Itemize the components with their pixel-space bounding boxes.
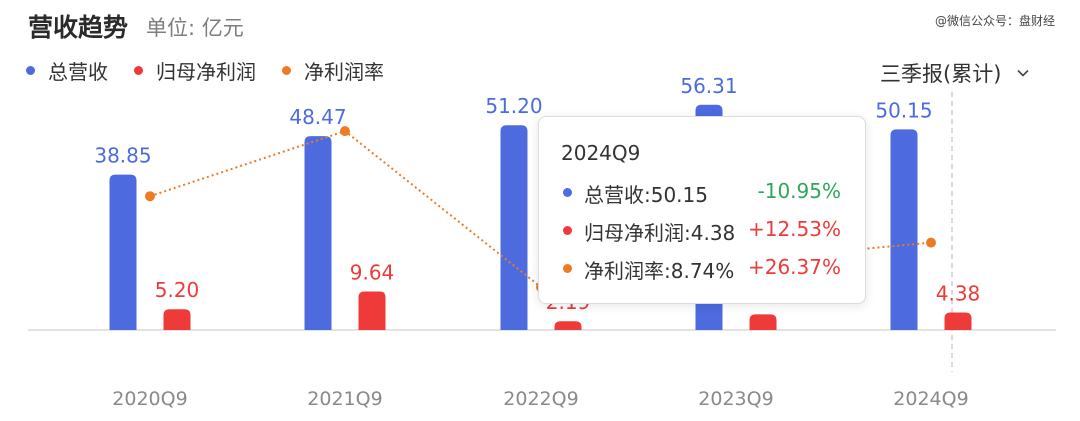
legend-label-margin: 净利润率	[304, 60, 384, 84]
tooltip-row-margin: 净利润率:8.74% +26.37%	[561, 255, 861, 283]
label-net-profit-2021Q9: 9.64	[350, 260, 395, 284]
tooltip-row-net-profit: 归母净利润:4.38 +12.53%	[561, 217, 861, 245]
bar-net-profit-2022Q9	[554, 321, 582, 330]
tooltip-label-revenue: 总营收:50.15	[584, 183, 708, 207]
label-revenue-2021Q9: 48.47	[289, 105, 346, 129]
x-tick-2021Q9: 2021Q9	[307, 388, 382, 410]
bar-net-profit-2021Q9	[358, 291, 386, 330]
x-tick-2020Q9: 2020Q9	[112, 388, 187, 410]
tooltip-change-net-profit: +12.53%	[747, 217, 841, 241]
legend-label-revenue: 总营收	[48, 60, 108, 84]
period-dropdown-label: 三季报(累计)	[880, 62, 1002, 86]
tooltip: 2024Q9 总营收:50.15 -10.95% 归母净利润:4.38 +12.…	[538, 116, 866, 304]
tooltip-title: 2024Q9	[561, 141, 641, 165]
legend-item-revenue[interactable]: 总营收	[26, 56, 108, 85]
tooltip-label-net-profit: 归母净利润:4.38	[584, 221, 736, 245]
point-margin-2021Q9	[340, 126, 350, 137]
bar-net-profit-2020Q9	[163, 309, 191, 330]
label-net-profit-2020Q9: 5.20	[155, 278, 200, 302]
watermark: @微信公众号：盘财经	[935, 14, 1056, 28]
chart-title: 营收趋势	[28, 13, 129, 42]
x-tick-2024Q9: 2024Q9	[893, 388, 968, 410]
point-margin-2024Q9	[926, 237, 936, 248]
label-revenue-2020Q9: 38.85	[94, 144, 151, 168]
legend: 总营收 归母净利润 净利润率	[26, 56, 410, 85]
tooltip-label-margin: 净利润率:8.74%	[584, 259, 735, 283]
chevron-down-icon	[1017, 69, 1029, 77]
bar-net-profit-2024Q9	[944, 312, 972, 330]
x-tick-2022Q9: 2022Q9	[503, 388, 578, 410]
bar-revenue-2021Q9	[304, 136, 332, 330]
period-dropdown[interactable]: 三季报(累计)	[880, 58, 1029, 88]
tooltip-dot-revenue	[563, 188, 572, 197]
bar-revenue-2024Q9	[890, 129, 918, 330]
legend-dot-margin	[282, 66, 291, 75]
tooltip-row-revenue: 总营收:50.15 -10.95%	[561, 179, 861, 207]
label-net-profit-2024Q9: 4.38	[936, 281, 981, 305]
bar-revenue-2020Q9	[109, 174, 137, 330]
tooltip-dot-margin	[563, 264, 572, 273]
tooltip-change-margin: +26.37%	[747, 255, 841, 279]
point-margin-2020Q9	[145, 191, 155, 202]
tooltip-change-revenue: -10.95%	[757, 179, 841, 203]
label-revenue-2022Q9: 51.20	[485, 94, 542, 118]
bar-revenue-2022Q9	[500, 125, 528, 330]
legend-label-net-profit: 归母净利润	[156, 60, 256, 84]
label-revenue-2023Q9: 56.31	[680, 74, 737, 98]
x-tick-2023Q9: 2023Q9	[698, 388, 773, 410]
legend-item-net-profit[interactable]: 归母净利润	[134, 56, 256, 85]
label-revenue-2024Q9: 50.15	[875, 98, 932, 122]
unit-label: 单位: 亿元	[146, 16, 244, 40]
legend-dot-revenue	[26, 66, 35, 75]
legend-item-margin[interactable]: 净利润率	[282, 56, 384, 85]
legend-dot-net-profit	[134, 66, 143, 75]
tooltip-dot-net-profit	[563, 226, 572, 235]
bar-net-profit-2023Q9	[749, 314, 777, 330]
